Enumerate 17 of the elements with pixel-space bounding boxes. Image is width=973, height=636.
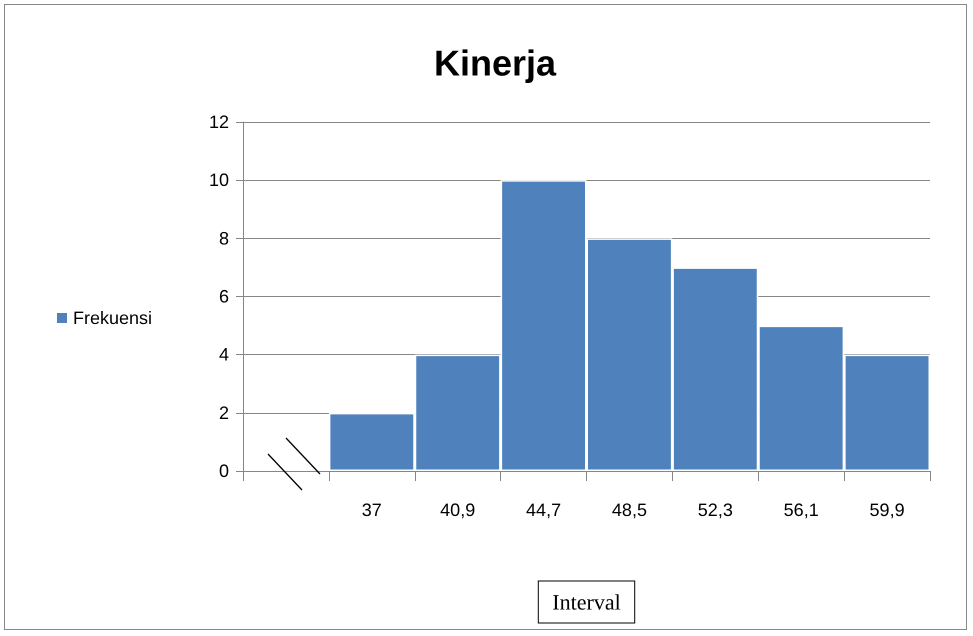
x-axis-title: Interval	[552, 590, 621, 614]
x-tick-label: 37	[362, 500, 382, 520]
x-tick-label: 52,3	[698, 500, 733, 520]
x-tick-label: 44,7	[526, 500, 562, 520]
x-tick-label: 48,5	[612, 500, 647, 520]
chart-title: Kinerja	[434, 42, 557, 84]
y-tick-label: 12	[208, 112, 229, 132]
legend-label: Frekuensi	[73, 308, 152, 328]
x-tick-label: 56,1	[784, 500, 819, 520]
y-tick-label: 0	[218, 461, 229, 481]
y-tick-label: 2	[218, 402, 229, 423]
y-tick-label: 4	[218, 344, 229, 365]
y-tick-label: 6	[218, 286, 229, 306]
y-tick-label: 10	[208, 170, 229, 190]
y-tick-label: 8	[218, 228, 229, 248]
x-tick-label: 40,9	[440, 500, 476, 520]
x-tick-label: 59,9	[870, 500, 905, 520]
